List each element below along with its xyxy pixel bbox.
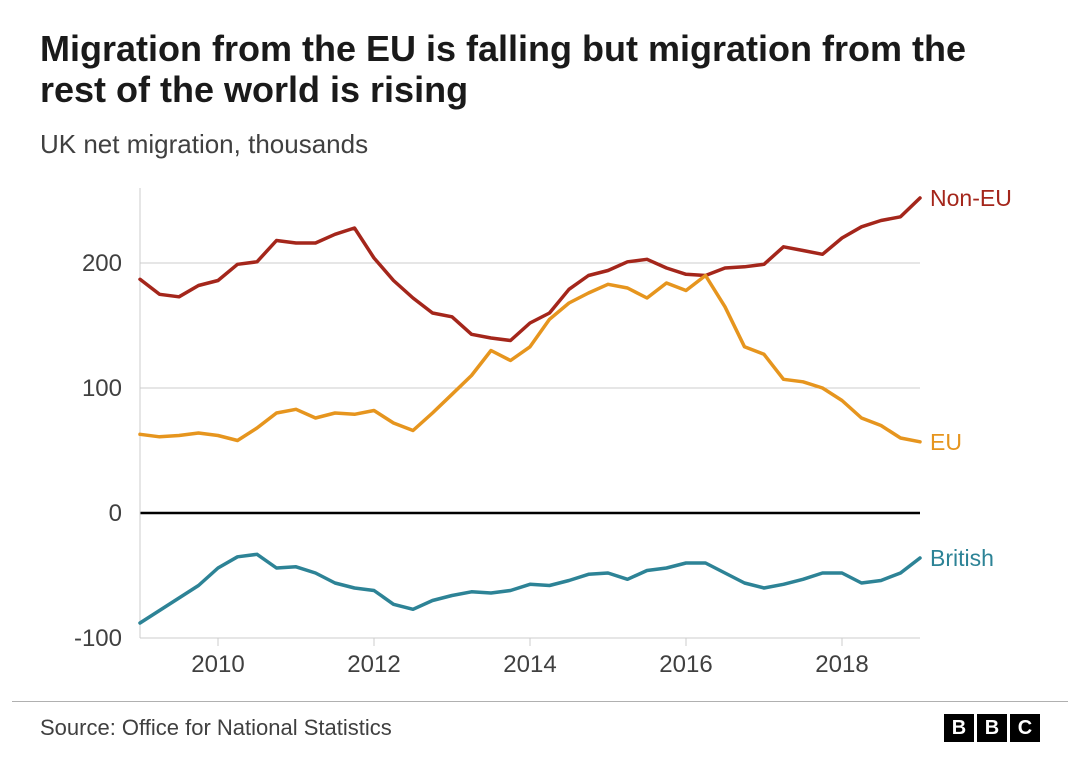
svg-text:2014: 2014: [503, 651, 556, 678]
chart-container: Migration from the EU is falling but mig…: [0, 0, 1080, 760]
svg-text:200: 200: [82, 250, 122, 277]
chart-subtitle: UK net migration, thousands: [12, 129, 1068, 168]
bbc-logo-letter: C: [1010, 714, 1040, 742]
svg-text:2016: 2016: [659, 651, 712, 678]
svg-text:British: British: [930, 545, 994, 571]
source-attribution: Source: Office for National Statistics: [40, 715, 392, 741]
bbc-logo-letter: B: [944, 714, 974, 742]
svg-text:EU: EU: [930, 429, 962, 455]
chart-title: Migration from the EU is falling but mig…: [12, 28, 1068, 129]
line-chart-svg: -100 0 100 200 2010 2012 2014 2016 2018 Non-EU EU B…: [40, 168, 1040, 688]
svg-text:2012: 2012: [347, 651, 400, 678]
svg-text:2010: 2010: [191, 651, 244, 678]
svg-text:-100: -100: [74, 625, 122, 652]
chart-plot-area: -100 0 100 200 2010 2012 2014 2016 2018 Non-EU EU B…: [12, 168, 1068, 701]
chart-footer: Source: Office for National Statistics B…: [12, 701, 1068, 760]
svg-text:0: 0: [109, 500, 122, 527]
svg-text:2018: 2018: [815, 651, 868, 678]
bbc-logo-letter: B: [977, 714, 1007, 742]
svg-text:Non-EU: Non-EU: [930, 185, 1012, 211]
svg-text:100: 100: [82, 375, 122, 402]
bbc-logo: B B C: [944, 714, 1040, 742]
